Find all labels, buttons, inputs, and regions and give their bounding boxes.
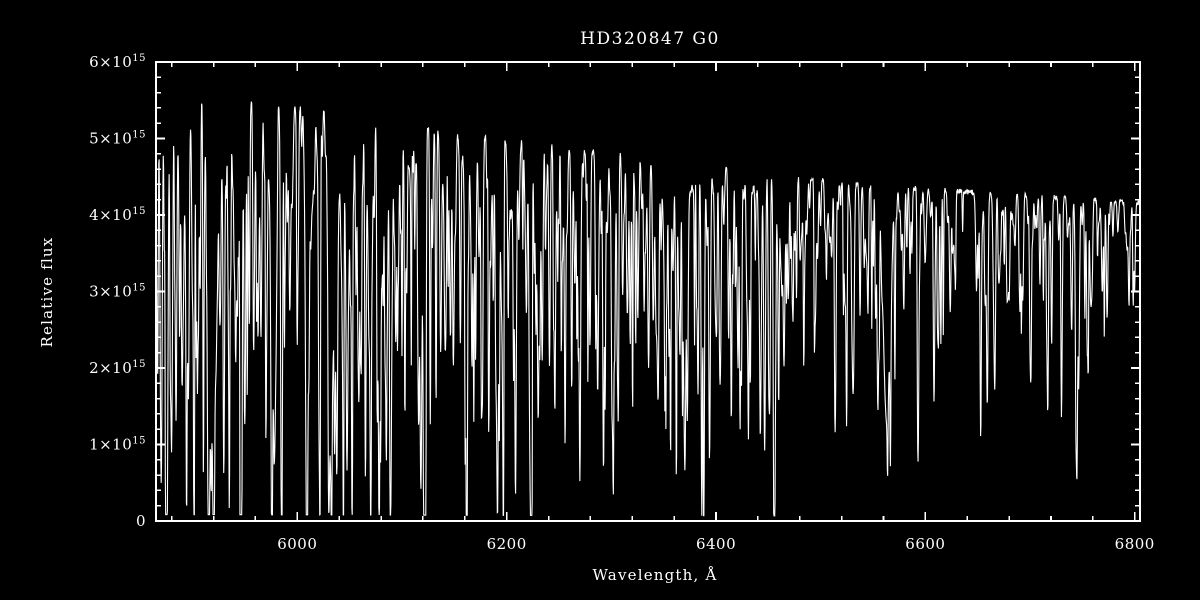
spectrum-trace (157, 101, 1139, 517)
y-tick-label: 5×1015 (89, 130, 146, 148)
y-tick-label: 0 (136, 512, 146, 530)
y-tick-label: 6×1015 (89, 53, 146, 71)
x-axis-label: Wavelength, Å (592, 566, 717, 584)
y-tick-label: 3×1015 (89, 283, 146, 301)
y-tick-label: 1×1015 (89, 436, 146, 454)
x-tick-label: 6200 (487, 535, 527, 553)
x-tick-label: 6000 (277, 535, 317, 553)
y-axis-label: Relative flux (38, 237, 56, 348)
y-tick-label: 4×1015 (89, 206, 146, 224)
x-tick-label: 6800 (1115, 535, 1155, 553)
x-tick-labels: 6000 6200 6400 6600 6800 (277, 535, 1155, 553)
x-tick-label: 6400 (696, 535, 736, 553)
x-tick-label: 6600 (905, 535, 945, 553)
y-tick-label: 2×1015 (89, 359, 146, 377)
page-title: HD320847 G0 (580, 29, 720, 49)
y-tick-labels: 0 1×1015 2×1015 3×1015 4×1015 5×1015 6×1015 (89, 53, 146, 530)
